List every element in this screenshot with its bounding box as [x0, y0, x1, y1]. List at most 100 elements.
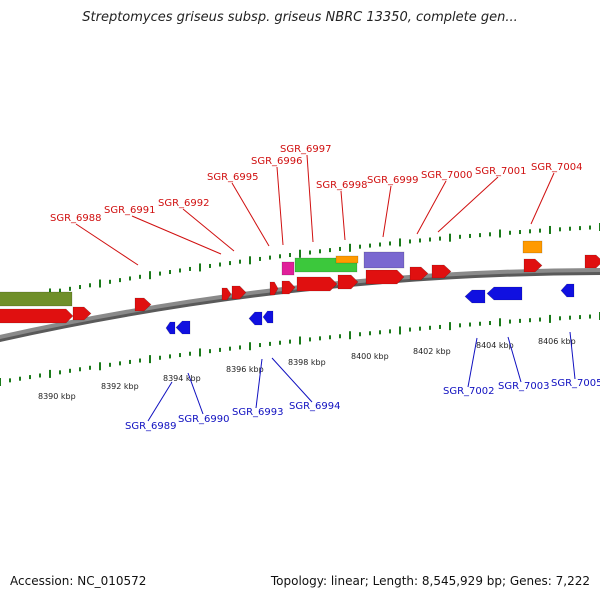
outer-tick: [189, 266, 191, 271]
leader-line: [147, 381, 173, 422]
inner-tick: [539, 317, 541, 322]
outer-tick: [409, 239, 411, 244]
outer-tick: [379, 242, 381, 247]
forward-gene-arrow: [281, 280, 296, 295]
forward-gene-arrow: [523, 258, 543, 273]
outer-tick: [429, 237, 431, 242]
label-leader-lines: [75, 154, 576, 422]
outer-tick: [449, 233, 451, 242]
outer-tick: [359, 244, 361, 249]
inner-scale-ticks: [0, 312, 600, 386]
scale-label: 8406 kbp: [538, 337, 576, 346]
feature-olive-box: [0, 291, 73, 307]
gene-label-SGR_6999: SGR_6999: [367, 175, 419, 186]
scale-label: 8390 kbp: [38, 392, 76, 401]
inner-tick: [269, 341, 271, 346]
gene-label-SGR_6992: SGR_6992: [158, 198, 210, 209]
forward-gene-arrow: [72, 306, 92, 321]
outer-tick: [479, 233, 481, 238]
gene-label-SGR_6991: SGR_6991: [104, 205, 156, 216]
feature-track: [0, 240, 600, 335]
leader-line: [382, 185, 392, 238]
inner-tick: [359, 332, 361, 337]
leader-line: [271, 357, 313, 403]
inner-tick: [229, 346, 231, 351]
outer-tick: [279, 254, 281, 259]
inner-tick: [289, 339, 291, 344]
inner-tick: [99, 362, 101, 371]
outer-tick: [169, 270, 171, 275]
inner-tick: [389, 329, 391, 334]
forward-gene-arrow: [221, 287, 232, 301]
gene-label-SGR_6989: SGR_6989: [125, 421, 177, 432]
leader-line: [416, 180, 447, 235]
inner-tick: [209, 349, 211, 354]
outer-tick: [549, 225, 551, 234]
gene-label-SGR_7005: SGR_7005: [551, 378, 600, 389]
scale-label: 8402 kbp: [413, 347, 451, 356]
outer-tick: [229, 261, 231, 266]
leader-line: [231, 182, 270, 247]
outer-tick: [329, 248, 331, 253]
leader-line: [306, 154, 314, 243]
reverse-gene-arrow: [464, 289, 486, 304]
outer-tick: [369, 243, 371, 248]
leader-line: [187, 372, 204, 415]
inner-tick: [479, 321, 481, 326]
inner-tick: [349, 331, 351, 340]
inner-tick: [579, 315, 581, 320]
inner-tick: [119, 361, 121, 366]
inner-tick: [499, 318, 501, 327]
outer-tick: [59, 288, 61, 293]
map-title: Streptomyces griseus subsp. griseus NBRC…: [82, 10, 518, 25]
summary-label: Topology: linear; Length: 8,545,929 bp; …: [270, 574, 590, 588]
inner-tick: [559, 316, 561, 321]
outer-tick: [499, 229, 501, 238]
outer-tick: [419, 238, 421, 243]
scale-label: 8404 kbp: [476, 341, 514, 350]
forward-gene-arrow: [269, 281, 279, 296]
inner-tick: [249, 342, 251, 351]
inner-tick: [49, 369, 51, 378]
outer-tick: [349, 243, 351, 252]
inner-tick: [339, 334, 341, 339]
inner-tick: [449, 322, 451, 331]
outer-tick: [569, 226, 571, 231]
outer-tick: [529, 229, 531, 234]
outer-tick: [139, 274, 141, 279]
outer-tick: [489, 232, 491, 237]
reverse-gene-arrow: [175, 320, 191, 335]
outer-tick: [149, 271, 151, 280]
inner-tick: [429, 325, 431, 330]
forward-gene-arrow: [296, 276, 338, 292]
gene-label-SGR_7003: SGR_7003: [498, 381, 550, 392]
outer-tick: [209, 263, 211, 268]
inner-tick: [459, 323, 461, 328]
outer-tick: [469, 233, 471, 238]
inner-tick: [109, 362, 111, 367]
outer-tick: [249, 256, 251, 265]
inner-tick: [189, 351, 191, 356]
inner-tick: [329, 335, 331, 340]
leader-line: [131, 215, 222, 255]
gene-label-SGR_6994: SGR_6994: [289, 401, 341, 412]
scale-label: 8392 kbp: [101, 382, 139, 391]
outer-tick: [289, 253, 291, 258]
inner-tick: [569, 315, 571, 320]
gene-label-SGR_6995: SGR_6995: [207, 172, 259, 183]
forward-gene-arrow: [231, 285, 247, 300]
gene-label-SGR_7001: SGR_7001: [475, 166, 527, 177]
outer-tick: [199, 263, 201, 272]
outer-tick: [309, 250, 311, 255]
outer-tick: [159, 271, 161, 276]
outer-tick: [519, 230, 521, 235]
gene-label-SGR_6993: SGR_6993: [232, 407, 284, 418]
scale-label: 8396 kbp: [226, 365, 264, 374]
outer-tick: [299, 249, 301, 258]
outer-tick: [129, 276, 131, 281]
inner-tick: [219, 347, 221, 352]
scale-label: 8394 kbp: [163, 374, 201, 383]
inner-tick: [589, 314, 591, 319]
